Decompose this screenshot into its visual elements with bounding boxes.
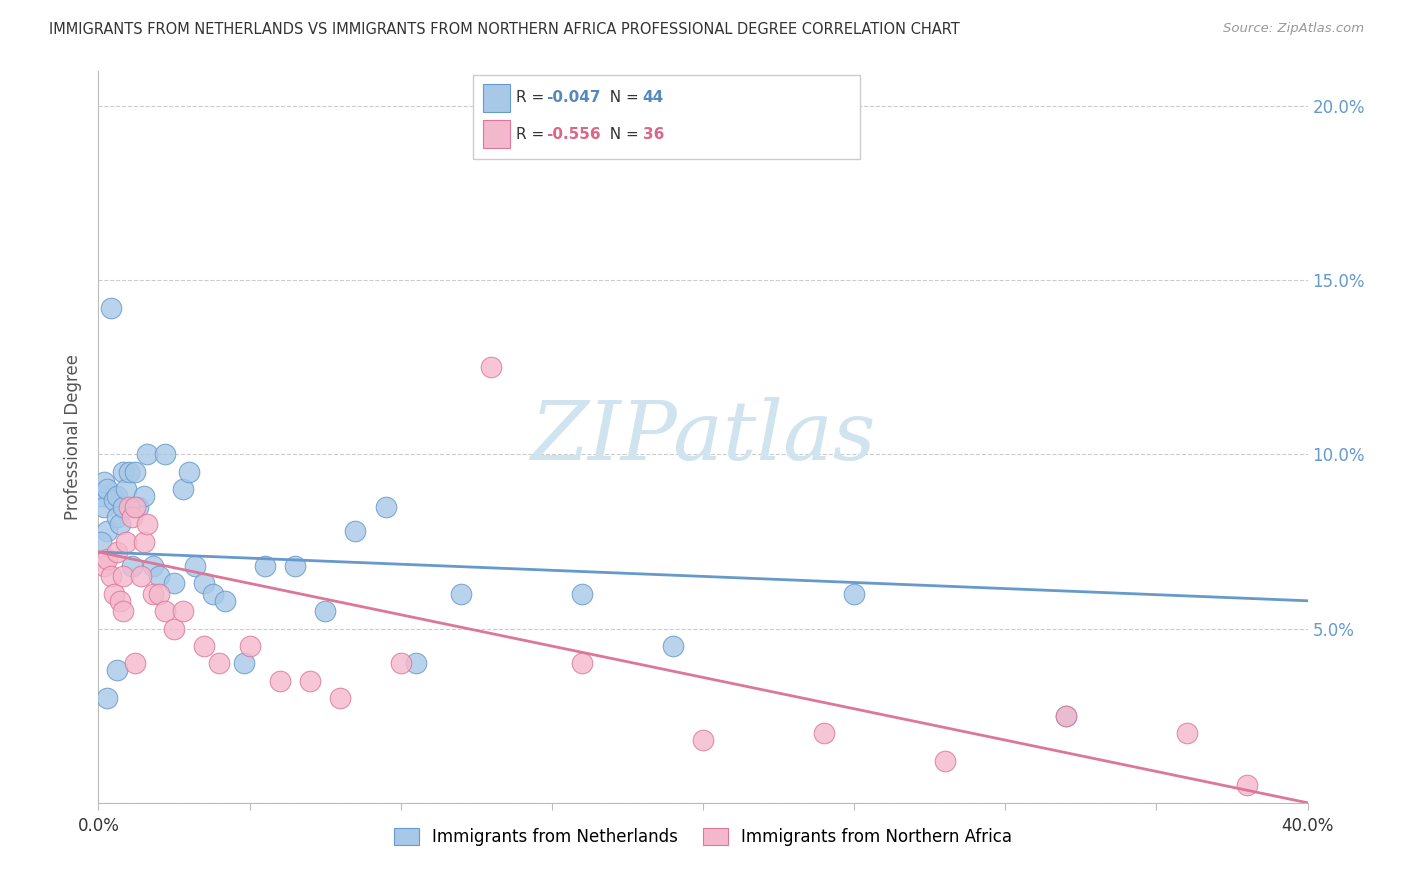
Text: Source: ZipAtlas.com: Source: ZipAtlas.com	[1223, 22, 1364, 36]
Point	[93, 558, 115, 573]
Point	[450, 587, 472, 601]
Text: R =: R =	[516, 127, 548, 142]
Point	[90, 489, 112, 503]
Text: ZIPatlas: ZIPatlas	[530, 397, 876, 477]
Point	[153, 604, 176, 618]
Point	[118, 465, 141, 479]
Point	[96, 524, 118, 538]
Text: R =: R =	[516, 90, 548, 105]
Point	[111, 500, 134, 514]
Point	[314, 604, 336, 618]
Point	[813, 726, 835, 740]
Point	[100, 301, 122, 316]
Point	[153, 448, 176, 462]
Point	[96, 483, 118, 497]
Point	[124, 657, 146, 671]
Text: 44: 44	[643, 90, 664, 105]
Text: IMMIGRANTS FROM NETHERLANDS VS IMMIGRANTS FROM NORTHERN AFRICA PROFESSIONAL DEGR: IMMIGRANTS FROM NETHERLANDS VS IMMIGRANT…	[49, 22, 960, 37]
Point	[163, 576, 186, 591]
Text: -0.047: -0.047	[546, 90, 600, 105]
FancyBboxPatch shape	[482, 120, 509, 148]
Point	[661, 639, 683, 653]
Point	[1054, 708, 1077, 723]
Point	[163, 622, 186, 636]
Point	[405, 657, 427, 671]
Point	[114, 534, 136, 549]
Point	[172, 604, 194, 618]
Point	[299, 673, 322, 688]
Point	[121, 510, 143, 524]
Point	[96, 691, 118, 706]
Point	[148, 587, 170, 601]
Point	[132, 534, 155, 549]
Text: N =: N =	[600, 90, 644, 105]
Point	[96, 552, 118, 566]
Point	[142, 587, 165, 601]
Point	[103, 492, 125, 507]
Point	[103, 587, 125, 601]
Point	[214, 594, 236, 608]
Point	[111, 569, 134, 583]
Point	[1175, 726, 1198, 740]
Point	[108, 517, 131, 532]
Point	[105, 545, 128, 559]
Point	[172, 483, 194, 497]
Point	[692, 733, 714, 747]
Point	[193, 576, 215, 591]
Point	[239, 639, 262, 653]
Point	[90, 534, 112, 549]
Point	[344, 524, 367, 538]
Point	[481, 360, 503, 375]
Point	[934, 754, 956, 768]
Point	[232, 657, 254, 671]
Point	[132, 489, 155, 503]
Point	[269, 673, 291, 688]
Point	[124, 500, 146, 514]
Point	[105, 489, 128, 503]
Point	[114, 483, 136, 497]
Point	[844, 587, 866, 601]
Point	[100, 569, 122, 583]
Point	[202, 587, 225, 601]
Point	[127, 500, 149, 514]
Point	[193, 639, 215, 653]
Point	[184, 558, 207, 573]
Point	[111, 604, 134, 618]
Point	[108, 594, 131, 608]
Point	[329, 691, 352, 706]
Text: N =: N =	[600, 127, 644, 142]
Point	[1236, 778, 1258, 792]
Point	[374, 500, 396, 514]
Point	[142, 558, 165, 573]
Legend: Immigrants from Netherlands, Immigrants from Northern Africa: Immigrants from Netherlands, Immigrants …	[387, 822, 1019, 853]
Point	[253, 558, 276, 573]
Point	[124, 465, 146, 479]
Point	[389, 657, 412, 671]
Point	[93, 500, 115, 514]
Point	[105, 510, 128, 524]
Point	[284, 558, 307, 573]
Point	[93, 475, 115, 490]
Y-axis label: Professional Degree: Professional Degree	[65, 354, 83, 520]
Point	[135, 448, 157, 462]
Point	[111, 465, 134, 479]
Point	[105, 664, 128, 678]
Point	[208, 657, 231, 671]
Point	[571, 657, 593, 671]
Text: -0.556: -0.556	[546, 127, 600, 142]
FancyBboxPatch shape	[474, 75, 860, 159]
Point	[129, 569, 152, 583]
FancyBboxPatch shape	[482, 84, 509, 112]
Point	[135, 517, 157, 532]
Point	[148, 569, 170, 583]
Point	[121, 558, 143, 573]
Point	[118, 500, 141, 514]
Point	[1054, 708, 1077, 723]
Point	[571, 587, 593, 601]
Point	[179, 465, 201, 479]
Text: 36: 36	[643, 127, 664, 142]
